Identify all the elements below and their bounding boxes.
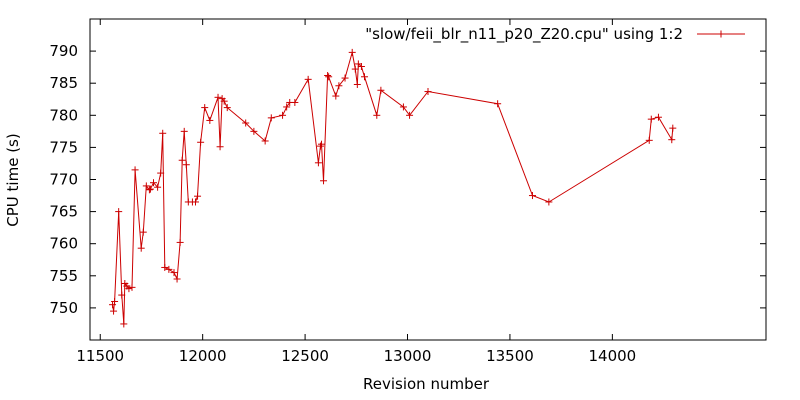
data-point — [194, 192, 202, 200]
data-point — [325, 73, 333, 81]
data-point — [279, 111, 287, 119]
data-point — [154, 183, 162, 191]
data-point — [242, 119, 250, 127]
data-point — [173, 275, 181, 283]
y-tick-label: 750 — [49, 299, 78, 317]
data-point — [150, 179, 158, 187]
data-point — [159, 129, 167, 137]
y-tick-label: 785 — [49, 74, 78, 92]
data-point — [216, 143, 224, 151]
data-point — [283, 103, 291, 111]
data-point — [545, 198, 553, 206]
data-point — [647, 115, 655, 123]
data-point — [320, 177, 328, 185]
x-tick-label: 11500 — [76, 347, 124, 365]
data-point — [528, 192, 536, 200]
data-point — [176, 238, 184, 246]
y-tick-label: 790 — [49, 42, 78, 60]
data-point — [317, 140, 325, 148]
y-tick-label: 780 — [49, 106, 78, 124]
y-axis-label: CPU time (s) — [4, 133, 22, 226]
data-point — [324, 71, 332, 79]
data-point — [645, 136, 653, 144]
y-tick-label: 770 — [49, 171, 78, 189]
x-axis-label: Revision number — [363, 375, 490, 393]
data-point — [180, 127, 188, 135]
data-point — [118, 291, 126, 299]
data-point — [316, 142, 324, 150]
data-point — [669, 124, 677, 132]
x-tick-label: 14000 — [589, 347, 637, 365]
data-point — [357, 63, 365, 71]
data-point — [360, 73, 368, 81]
data-point — [191, 198, 199, 206]
data-point — [170, 269, 178, 277]
data-point — [335, 82, 343, 90]
data-point — [267, 114, 275, 122]
data-point — [341, 74, 349, 82]
y-tick-label: 755 — [49, 267, 78, 285]
data-point — [142, 182, 150, 190]
x-tick-label: 13000 — [384, 347, 432, 365]
data-point — [115, 208, 123, 216]
data-point — [206, 116, 214, 124]
data-point — [424, 88, 432, 96]
data-point — [668, 136, 676, 144]
data-point — [139, 228, 147, 236]
data-point — [332, 92, 340, 100]
data-point — [399, 103, 407, 111]
data-point — [223, 104, 231, 112]
data-point — [214, 93, 222, 101]
data-point — [220, 97, 228, 105]
data-point — [494, 100, 502, 108]
series-line — [112, 52, 674, 324]
data-point — [291, 98, 299, 106]
plot-frame — [89, 18, 767, 341]
data-point — [131, 166, 139, 174]
data-point — [137, 244, 145, 252]
data-point — [353, 80, 361, 88]
data-point — [201, 104, 209, 112]
data-point — [314, 159, 322, 167]
legend-label: "slow/feii_blr_n11_p20_Z20.cpu" using 1:… — [365, 25, 683, 44]
x-tick-label: 12000 — [179, 347, 227, 365]
y-tick-label: 760 — [49, 235, 78, 253]
data-point — [373, 111, 381, 119]
data-point — [182, 161, 190, 169]
data-point — [110, 307, 118, 315]
data-point — [197, 138, 205, 146]
x-tick-label: 12500 — [281, 347, 329, 365]
data-point — [145, 186, 153, 194]
y-tick-label: 765 — [49, 203, 78, 221]
data-point — [125, 285, 133, 293]
y-tick-label: 775 — [49, 138, 78, 156]
data-point — [377, 86, 385, 94]
data-point — [161, 263, 169, 271]
data-point — [165, 265, 173, 273]
data-point — [250, 127, 258, 135]
x-tick-label: 13500 — [486, 347, 534, 365]
data-point — [178, 156, 186, 164]
data-point — [120, 320, 128, 328]
data-point — [261, 137, 269, 145]
data-point — [157, 169, 165, 177]
data-point — [348, 48, 356, 56]
data-point — [406, 111, 414, 119]
data-point — [146, 185, 154, 193]
data-point — [654, 113, 662, 121]
data-point — [128, 283, 136, 291]
data-point — [304, 75, 312, 83]
data-point — [111, 297, 119, 305]
data-point — [351, 65, 359, 73]
